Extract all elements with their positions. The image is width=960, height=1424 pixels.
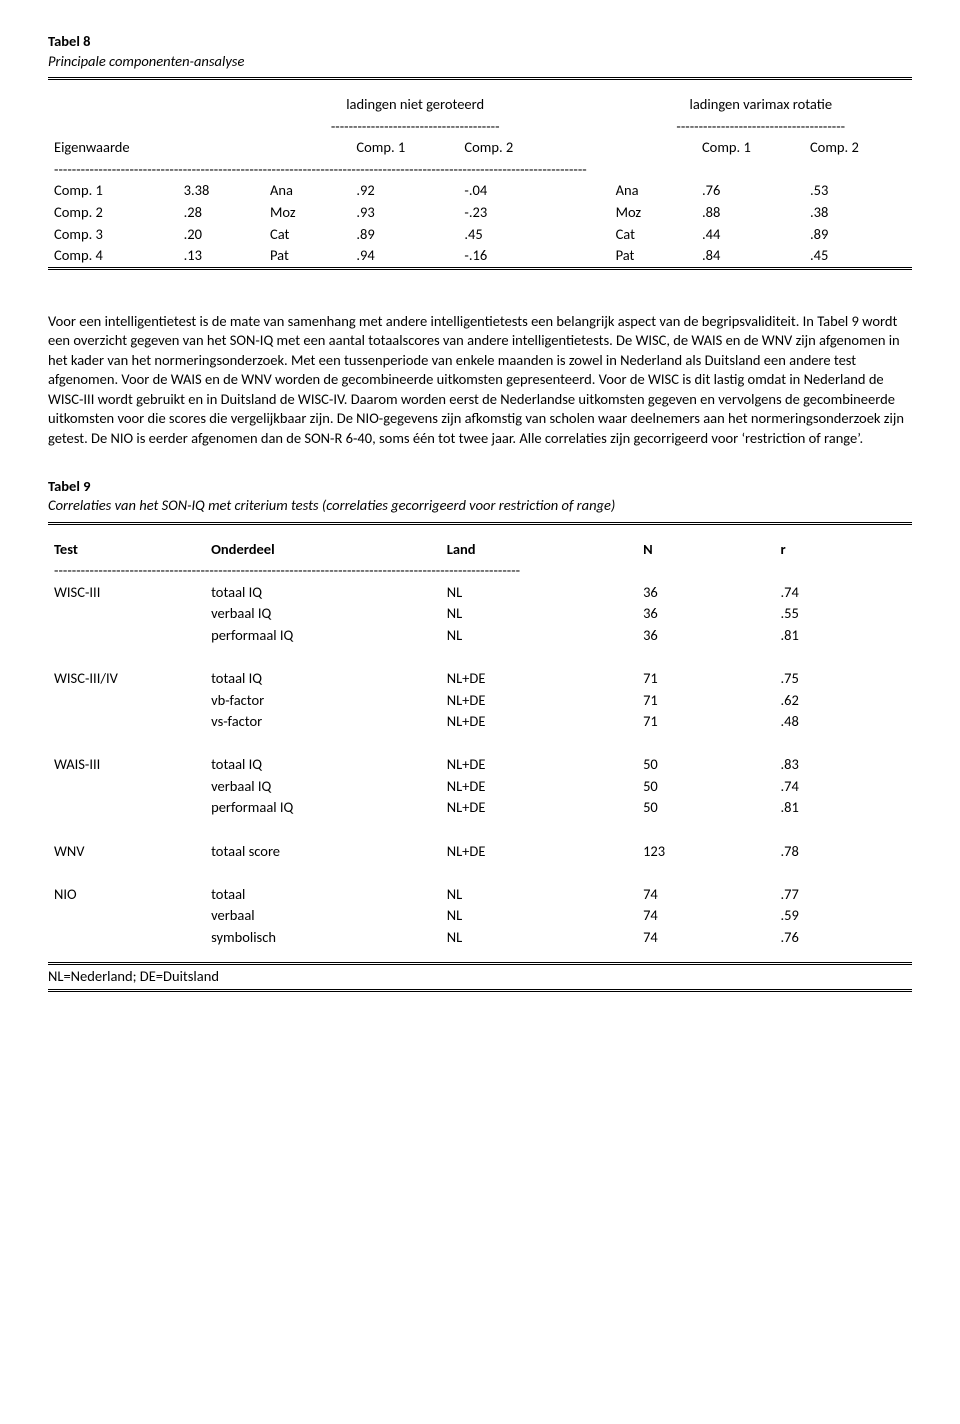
hdr-test: Test [54, 540, 78, 558]
table-row: vs-factorNL+DE71.48 [48, 711, 912, 733]
table-row: NIOtotaalNL74.77 [48, 884, 912, 906]
table9: Test Onderdeel Land N r ----------------… [48, 539, 912, 949]
table-row: Comp. 13.38Ana.92-.04Ana.76.53 [48, 180, 912, 202]
table-row: WISC-IIItotaal IQNL36.74 [48, 582, 912, 604]
table9-footnote: NL=Nederland; DE=Duitsland [48, 965, 912, 989]
body-paragraph: Voor een intelligentietest is de mate va… [48, 312, 912, 449]
table-row: Comp. 4.13Pat.94-.16Pat.84.45 [48, 245, 912, 267]
table-row: vb-factorNL+DE71.62 [48, 690, 912, 712]
dash-full: ----------------------------------------… [48, 159, 912, 181]
table8: ladingen niet geroteerd ladingen varimax… [48, 94, 912, 267]
table-row: Comp. 3.20Cat.89.45Cat.44.89 [48, 224, 912, 246]
hdr-onderdeel: Onderdeel [211, 540, 275, 558]
dash-sub-1: -------------------------------------- [264, 116, 566, 138]
table-row: WISC-III/IVtotaal IQNL+DE71.75 [48, 668, 912, 690]
dash-sub-2: -------------------------------------- [610, 116, 912, 138]
hdr-n: N [643, 540, 653, 558]
hdr-c2a: Comp. 2 [458, 137, 566, 159]
table9-bottom-rule-bot [48, 989, 912, 992]
table-row: performaal IQNL+DE50.81 [48, 797, 912, 819]
table8-subtitle: Principale componenten-ansalyse [48, 52, 912, 72]
table-row: verbaal IQNL+DE50.74 [48, 776, 912, 798]
col-group-2: ladingen varimax rotatie [610, 94, 912, 116]
table-row: performaal IQNL36.81 [48, 625, 912, 647]
table-row: verbaal IQNL36.55 [48, 603, 912, 625]
hdr-land: Land [447, 540, 476, 558]
col-group-1: ladingen niet geroteerd [264, 94, 566, 116]
hdr-r: r [781, 540, 786, 558]
t9-dash: ----------------------------------------… [48, 560, 912, 582]
table8-title: Tabel 8 [48, 32, 912, 52]
table9-title: Tabel 9 [48, 477, 912, 497]
table-row: Comp. 2.28Moz.93-.23Moz.88.38 [48, 202, 912, 224]
hdr-c2b: Comp. 2 [804, 137, 912, 159]
hdr-c1b: Comp. 1 [696, 137, 804, 159]
table-row: WNVtotaal scoreNL+DE123.78 [48, 841, 912, 863]
hdr-c1a: Comp. 1 [350, 137, 458, 159]
table9-subtitle: Correlaties van het SON-IQ met criterium… [48, 496, 912, 516]
eigenwaarde-label: Eigenwaarde [48, 137, 178, 159]
table-row: verbaalNL74.59 [48, 905, 912, 927]
table-row: WAIS-IIItotaal IQNL+DE50.83 [48, 754, 912, 776]
table-row: symbolischNL74.76 [48, 927, 912, 949]
